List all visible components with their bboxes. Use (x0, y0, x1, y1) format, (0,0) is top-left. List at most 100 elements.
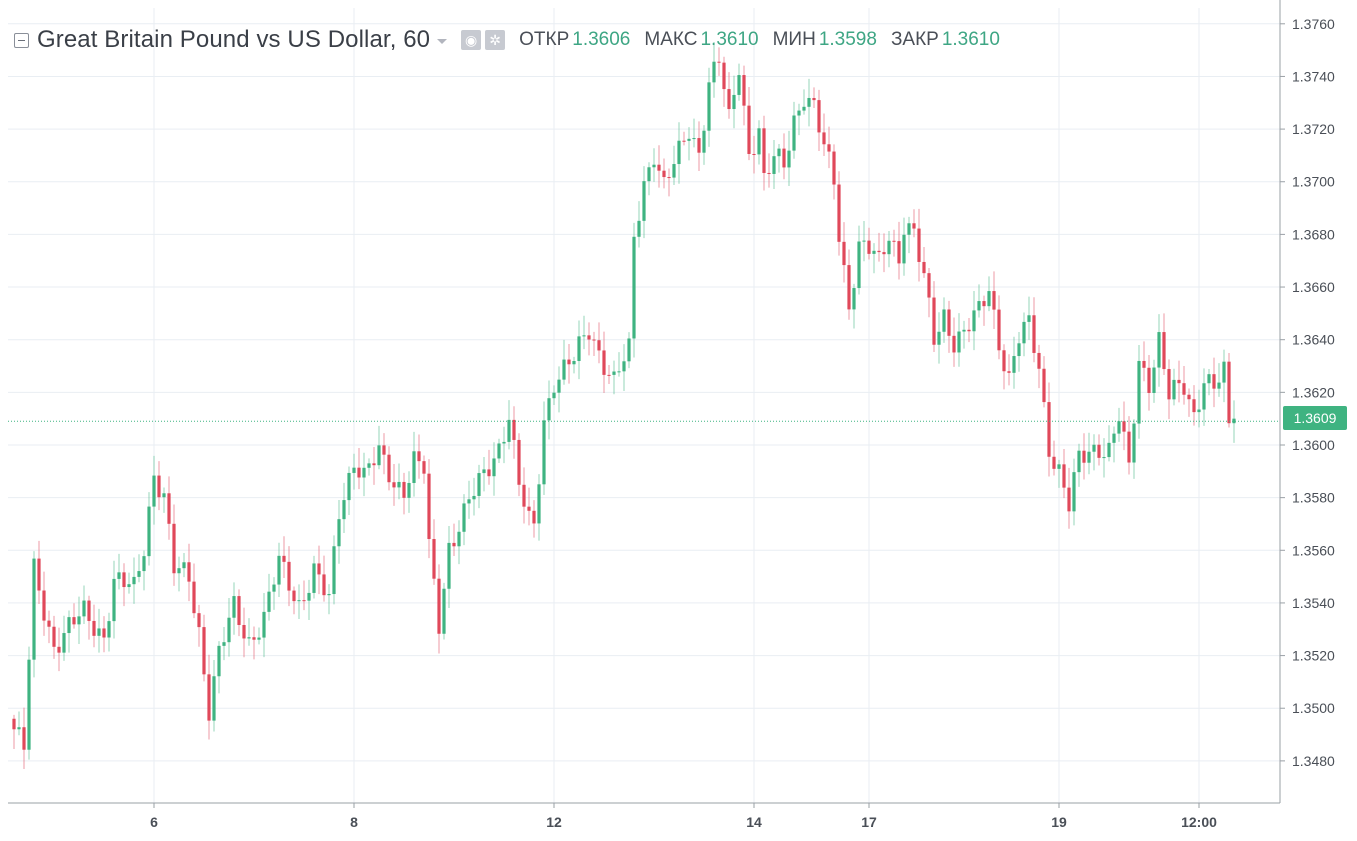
candle-body (727, 89, 731, 110)
candle (637, 201, 641, 248)
candle-body (577, 336, 581, 362)
candle-body (1192, 399, 1196, 413)
candle (347, 466, 351, 516)
candle (1002, 344, 1006, 390)
candle (972, 291, 976, 351)
candle (1212, 357, 1216, 408)
candle-body (932, 297, 936, 345)
candle (977, 284, 981, 318)
candle-body (242, 624, 246, 639)
candle (282, 536, 286, 578)
candle-body (847, 265, 851, 310)
candle (17, 711, 21, 736)
y-tick-label: 1.3600 (1292, 437, 1335, 453)
candle-body (1202, 383, 1206, 410)
candle (397, 463, 401, 500)
candle-body (1017, 343, 1021, 357)
candle (1012, 336, 1016, 389)
candle-body (747, 105, 751, 154)
candle-body (72, 617, 76, 625)
candle (902, 217, 906, 276)
candle (592, 331, 596, 357)
candle (992, 271, 996, 330)
candle-body (812, 97, 816, 101)
candle-body (147, 506, 151, 557)
candle-body (872, 250, 876, 254)
candle-body (172, 523, 176, 574)
candle (352, 453, 356, 490)
candle (867, 227, 871, 260)
candle-body (762, 128, 766, 173)
candle (1127, 416, 1131, 475)
caret-down-icon[interactable] (437, 39, 448, 44)
x-tick-label: 12 (546, 814, 562, 830)
candle (287, 546, 291, 607)
candle (262, 592, 266, 658)
candle-body (852, 288, 856, 310)
candle (912, 209, 916, 238)
candle-body (917, 228, 921, 262)
candle (717, 47, 721, 76)
candle-body (1077, 450, 1081, 473)
candle (457, 520, 461, 565)
candle (257, 627, 261, 645)
candle-body (547, 398, 551, 421)
candle (597, 322, 601, 364)
eye-icon[interactable]: ◉ (461, 30, 482, 50)
candle-body (362, 467, 366, 478)
candle (997, 295, 1001, 360)
candle-body (1232, 418, 1236, 424)
candle (572, 356, 576, 374)
candle-body (782, 148, 786, 168)
candle-body (287, 561, 291, 591)
candle-body (1142, 360, 1146, 368)
candle (197, 604, 201, 647)
candle-body (227, 617, 231, 643)
candle-body (397, 481, 401, 488)
candle-body (807, 97, 811, 107)
y-tick-label: 1.3760 (1292, 16, 1335, 32)
candle (907, 216, 911, 254)
candle-body (652, 164, 656, 168)
candle-body (937, 331, 941, 345)
candle (512, 406, 516, 459)
candle-body (1217, 382, 1221, 389)
candle-body (1167, 369, 1171, 400)
candle-body (427, 473, 431, 540)
candle (212, 659, 216, 732)
candle (367, 458, 371, 476)
candle-body (672, 164, 676, 178)
candle-body (447, 542, 451, 589)
candle-body (1222, 361, 1226, 383)
candle (1052, 440, 1056, 476)
candle-body (182, 562, 186, 569)
candle-body (767, 172, 771, 174)
candle-body (47, 620, 51, 627)
gear-icon[interactable]: ✲ (485, 30, 506, 50)
candle (207, 654, 211, 740)
candle-body (372, 463, 376, 466)
candle-body (342, 500, 346, 520)
candle (942, 297, 946, 343)
candle-body (707, 82, 711, 131)
candle-body (507, 419, 511, 442)
candle-body (1187, 394, 1191, 400)
candle-body (902, 234, 906, 264)
candle-body (962, 329, 966, 332)
candle-body (152, 475, 156, 507)
candle-body (1122, 421, 1126, 432)
collapse-icon[interactable] (14, 32, 29, 48)
candle-body (522, 484, 526, 507)
candle-body (87, 600, 91, 621)
candle-body (822, 132, 826, 145)
symbol-title[interactable]: Great Britain Pound vs US Dollar, 60 (37, 26, 431, 53)
candle-body (1132, 423, 1136, 463)
candle-body (1172, 379, 1176, 400)
candle (1187, 388, 1191, 417)
candle-body (322, 574, 326, 596)
candle (1172, 368, 1176, 406)
candle (782, 133, 786, 180)
candle-body (617, 371, 621, 373)
